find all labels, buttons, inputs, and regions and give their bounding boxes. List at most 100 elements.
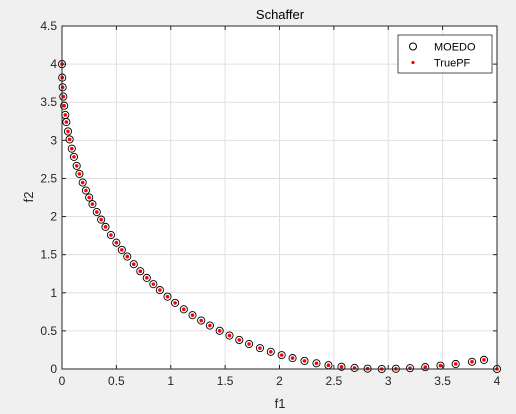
point-moedo xyxy=(67,144,76,153)
point-truepf xyxy=(237,338,242,342)
y-tick-label: 3.5 xyxy=(40,95,57,109)
point-moedo xyxy=(467,357,477,366)
point-truepf xyxy=(66,129,70,134)
y-tick-label: 0.5 xyxy=(40,324,57,338)
point-moedo xyxy=(337,362,346,371)
y-tick-label: 4.5 xyxy=(40,19,57,33)
point-truepf xyxy=(90,202,95,206)
point-moedo xyxy=(117,245,126,254)
point-moedo xyxy=(72,161,81,170)
point-moedo xyxy=(59,92,68,101)
point-truepf xyxy=(438,363,443,368)
point-moedo xyxy=(63,127,73,136)
point-moedo xyxy=(479,355,489,364)
point-truepf xyxy=(182,307,186,312)
point-truepf xyxy=(60,85,65,90)
point-truepf xyxy=(423,365,428,369)
point-moedo xyxy=(65,135,74,144)
y-axis-ticks: 0 0.5 1 1.5 2 2.5 3 3.5 4 4.5 xyxy=(40,19,497,376)
point-moedo xyxy=(277,351,286,360)
point-moedo xyxy=(171,298,180,307)
point-moedo xyxy=(235,335,244,345)
legend-box xyxy=(397,34,493,74)
point-truepf xyxy=(67,137,72,142)
point-truepf xyxy=(103,225,108,229)
point-truepf xyxy=(109,233,113,237)
point-truepf xyxy=(227,333,232,338)
point-moedo xyxy=(88,200,97,209)
x-tick-label: 3 xyxy=(385,374,392,388)
point-truepf xyxy=(199,318,203,323)
point-moedo xyxy=(205,321,214,330)
point-moedo xyxy=(129,260,138,269)
point-truepf xyxy=(326,363,331,367)
point-truepf xyxy=(114,240,119,245)
point-truepf xyxy=(63,113,68,117)
y-tick-label: 2 xyxy=(50,210,57,224)
x-axis-ticks: 0 0.5 1 1.5 2 2.5 3 3.5 4 xyxy=(59,26,501,388)
point-moedo xyxy=(69,152,79,161)
series-moedo xyxy=(57,60,502,374)
point-truepf xyxy=(77,172,82,176)
point-truepf xyxy=(72,155,76,159)
point-truepf xyxy=(269,349,273,354)
legend: MOEDO TruePF xyxy=(397,34,493,74)
point-moedo xyxy=(188,311,197,320)
point-moedo xyxy=(92,208,101,217)
point-moedo xyxy=(62,117,71,127)
point-moedo xyxy=(101,222,110,231)
x-axis-label: f1 xyxy=(275,396,286,411)
point-truepf xyxy=(158,288,162,292)
point-moedo xyxy=(136,267,145,276)
y-tick-label: 1 xyxy=(50,286,57,300)
legend-marker-moedo xyxy=(409,42,417,51)
y-tick-label: 0 xyxy=(50,362,57,376)
point-moedo xyxy=(421,363,430,372)
point-truepf xyxy=(95,210,99,214)
point-truepf xyxy=(151,282,156,286)
point-moedo xyxy=(451,359,460,369)
point-truepf xyxy=(165,294,170,299)
point-moedo xyxy=(300,356,309,365)
point-moedo xyxy=(215,326,224,335)
point-truepf xyxy=(290,356,295,360)
y-tick-label: 4 xyxy=(50,57,57,71)
point-truepf xyxy=(69,146,74,151)
point-truepf xyxy=(64,120,69,124)
point-moedo xyxy=(142,273,151,282)
point-moedo xyxy=(75,169,84,178)
x-tick-label: 2 xyxy=(276,374,283,388)
point-moedo xyxy=(288,354,297,363)
point-moedo xyxy=(405,364,415,373)
point-truepf xyxy=(217,329,222,333)
chart-title: Schaffer xyxy=(256,7,305,22)
point-truepf xyxy=(302,359,307,363)
x-tick-label: 4 xyxy=(494,374,501,388)
legend-label-truepf: TruePF xyxy=(434,58,471,70)
point-truepf xyxy=(314,361,319,366)
point-truepf xyxy=(87,195,91,200)
point-truepf xyxy=(173,301,177,305)
x-tick-label: 2.5 xyxy=(326,374,343,388)
y-axis-label: f2 xyxy=(21,192,36,203)
point-truepf xyxy=(482,358,486,362)
point-truepf xyxy=(74,164,79,168)
point-moedo xyxy=(163,292,172,301)
x-tick-label: 0 xyxy=(59,374,66,388)
point-truepf xyxy=(62,103,66,108)
point-moedo xyxy=(244,339,254,349)
point-truepf xyxy=(453,362,458,366)
point-moedo xyxy=(78,178,87,187)
legend-label-moedo: MOEDO xyxy=(434,42,476,54)
point-truepf xyxy=(138,269,143,274)
point-moedo xyxy=(179,305,188,314)
point-truepf xyxy=(279,353,284,357)
point-moedo xyxy=(58,83,67,92)
point-moedo xyxy=(112,238,121,247)
point-truepf xyxy=(131,262,136,266)
point-moedo xyxy=(85,193,94,202)
point-moedo xyxy=(255,344,264,353)
point-moedo xyxy=(123,252,132,261)
point-truepf xyxy=(258,346,262,350)
